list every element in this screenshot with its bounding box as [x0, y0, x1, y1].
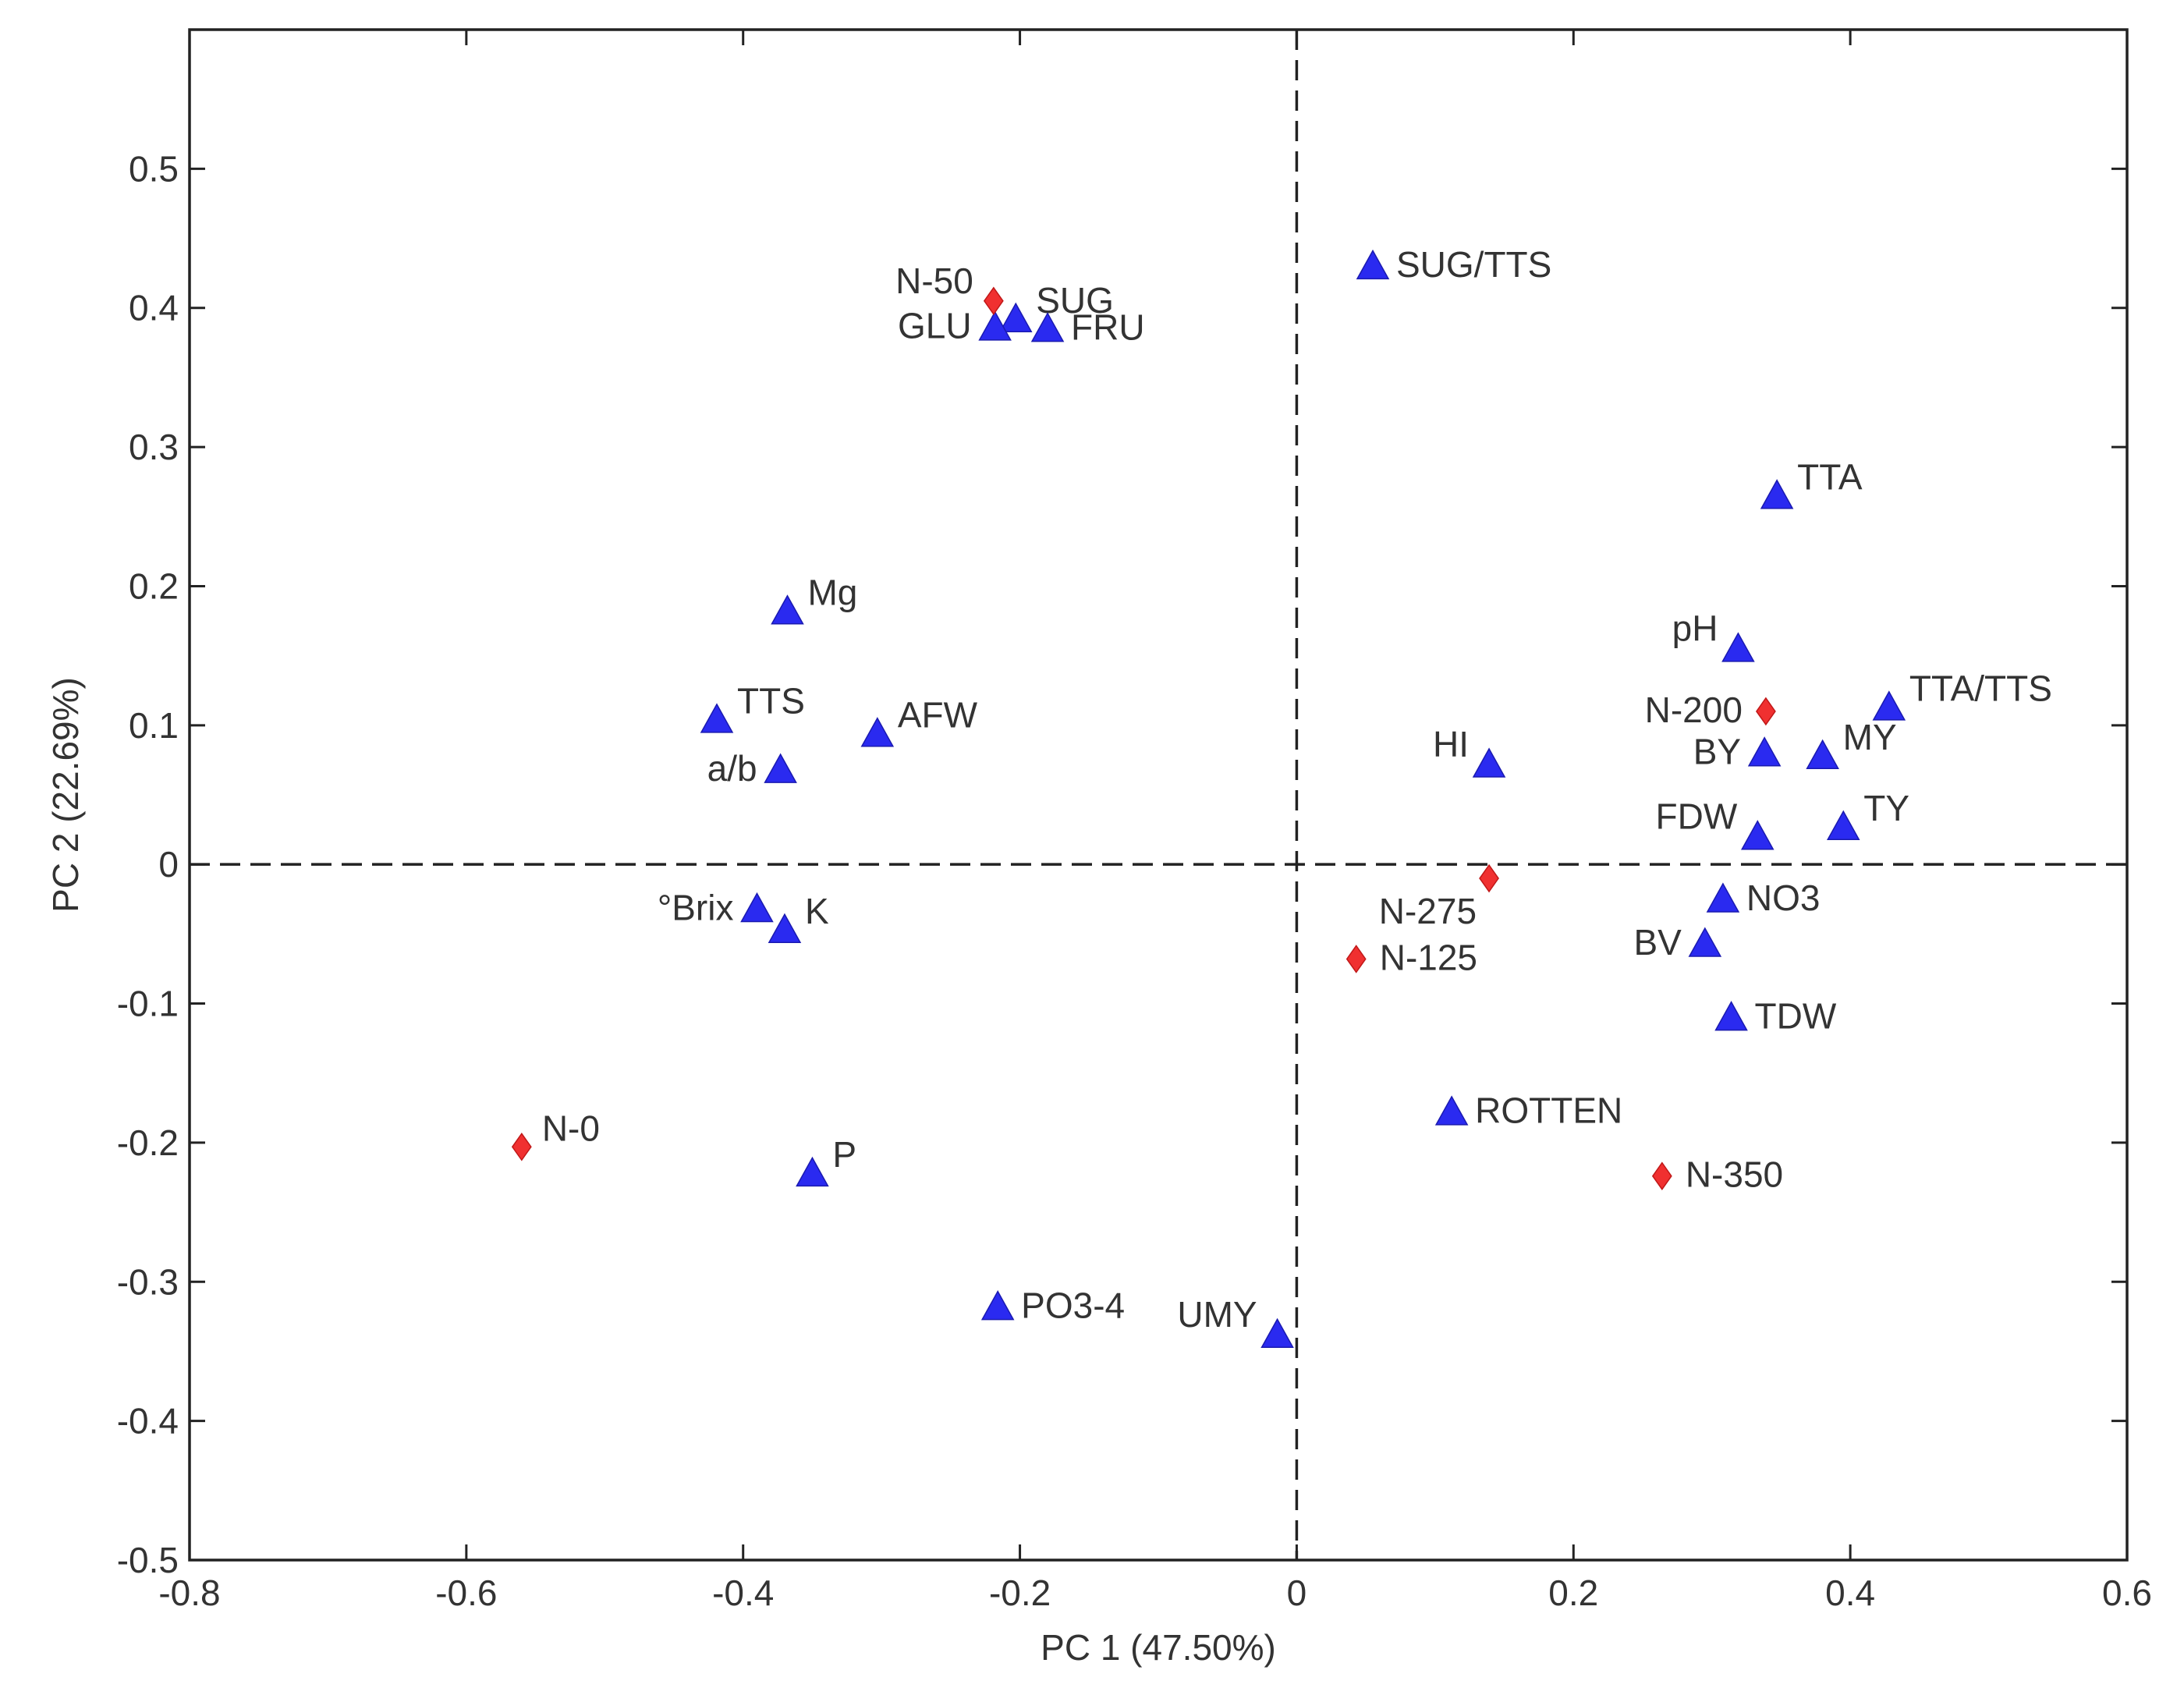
point-label: Mg: [807, 573, 857, 613]
x-tick-label: -0.6: [435, 1573, 497, 1613]
point-label: ROTTEN: [1475, 1090, 1622, 1131]
point-label: TDW: [1755, 995, 1837, 1036]
x-tick-label: 0: [1287, 1573, 1307, 1613]
triangle-point: [1472, 747, 1506, 778]
point-label: AFW: [898, 695, 978, 736]
y-tick-label: -0.2: [117, 1122, 179, 1163]
point-label: TY: [1863, 788, 1909, 828]
point-label: N-350: [1686, 1154, 1783, 1195]
point-label: HI: [1433, 724, 1469, 764]
point-label: SUG/TTS: [1396, 244, 1551, 285]
data-marks: SUG/TTS SUG GLU FRU TTA Mg pH TTA/TTS TTS AFW BY MY…: [511, 244, 2052, 1349]
plot-frame: [188, 28, 2129, 1562]
plot-border: [188, 28, 2129, 1562]
point-label: NO3: [1746, 878, 1821, 918]
y-tick-label: -0.5: [117, 1540, 179, 1580]
point-label: BY: [1693, 731, 1741, 771]
point-label: SUG: [1036, 280, 1114, 321]
triangle-point: [1760, 479, 1794, 509]
y-tick-label: 0.5: [129, 148, 179, 189]
diamond-point: [1346, 945, 1367, 973]
triangle-point: [1030, 312, 1065, 342]
triangle-point: [771, 594, 804, 625]
point-label: FRU: [1071, 307, 1145, 347]
point-label: N-50: [895, 261, 973, 301]
triangle-point: [796, 1156, 829, 1187]
triangle-point: [1806, 739, 1839, 770]
y-tick-label: 0: [158, 844, 179, 885]
triangle-point: [764, 753, 797, 783]
point-label: P: [832, 1134, 856, 1175]
diamond-point: [511, 1132, 532, 1161]
triangle-point: [1356, 249, 1390, 280]
point-label: BV: [1633, 922, 1682, 963]
x-tick-label: 0.6: [2102, 1573, 2152, 1613]
y-tick-label: -0.4: [117, 1401, 179, 1441]
triangle-point: [860, 717, 895, 747]
x-tick-label: 0.4: [1825, 1573, 1875, 1613]
x-tick-label: -0.4: [712, 1573, 774, 1613]
triangle-point: [740, 892, 774, 923]
triangle-point: [1706, 882, 1740, 913]
point-label: TTS: [737, 681, 805, 722]
point-label: GLU: [898, 306, 972, 346]
triangle-point: [980, 1290, 1015, 1321]
point-label: N-0: [542, 1108, 600, 1148]
x-tick-label: -0.8: [158, 1573, 220, 1613]
triangle-point: [1688, 927, 1722, 957]
x-tick-label: -0.2: [989, 1573, 1051, 1613]
diamond-point: [983, 286, 1004, 316]
point-label: N-125: [1380, 937, 1477, 977]
y-axis-title: PC 2 (22.69%): [45, 677, 86, 913]
point-label: TTA/TTS: [1909, 668, 2052, 709]
point-label: PO3-4: [1021, 1285, 1125, 1325]
triangle-point: [768, 913, 802, 943]
point-label: N-275: [1379, 891, 1477, 931]
point-label: TTA: [1797, 457, 1863, 498]
point-label: °Brix: [658, 887, 734, 927]
triangle-point: [998, 302, 1033, 332]
y-tick-label: 0.1: [129, 705, 179, 746]
point-label: UMY: [1177, 1294, 1257, 1335]
x-axis-title: PC 1 (47.50%): [1041, 1627, 1276, 1668]
triangle-point: [700, 703, 734, 733]
diamond-point: [1755, 697, 1776, 726]
triangle-point: [1826, 810, 1860, 840]
y-tick-label: 0.4: [129, 288, 179, 328]
x-tick-label: 0.2: [1548, 1573, 1598, 1613]
y-tick-label: 0.3: [129, 427, 179, 467]
triangle-point: [1714, 1001, 1748, 1031]
point-label: K: [805, 891, 829, 931]
triangle-point: [1721, 632, 1755, 662]
axis-ticks: -0.8 -0.6 -0.4 -0.2 0 0.2 0.4 0.6 0.5 0.4 0.3 0.2 0.…: [117, 30, 2152, 1613]
y-tick-label: -0.3: [117, 1261, 179, 1302]
point-label: pH: [1672, 608, 1718, 649]
point-label: MY: [1843, 717, 1897, 757]
point-label: N-200: [1645, 690, 1743, 730]
triangle-point: [1872, 690, 1906, 721]
axis-titles: PC 1 (47.50%) PC 2 (22.69%): [45, 677, 1276, 1668]
reference-lines: [190, 30, 2127, 1560]
y-tick-label: 0.2: [129, 566, 179, 606]
point-label: a/b: [707, 748, 757, 789]
triangle-point: [1434, 1095, 1469, 1126]
triangle-point: [1740, 820, 1774, 850]
y-tick-label: -0.1: [117, 984, 179, 1024]
point-label: FDW: [1656, 796, 1738, 837]
triangle-point: [978, 310, 1012, 341]
diamond-point: [1651, 1161, 1672, 1191]
diamond-point: [1479, 863, 1499, 893]
triangle-point: [1260, 1317, 1294, 1349]
triangle-point: [1747, 736, 1782, 767]
